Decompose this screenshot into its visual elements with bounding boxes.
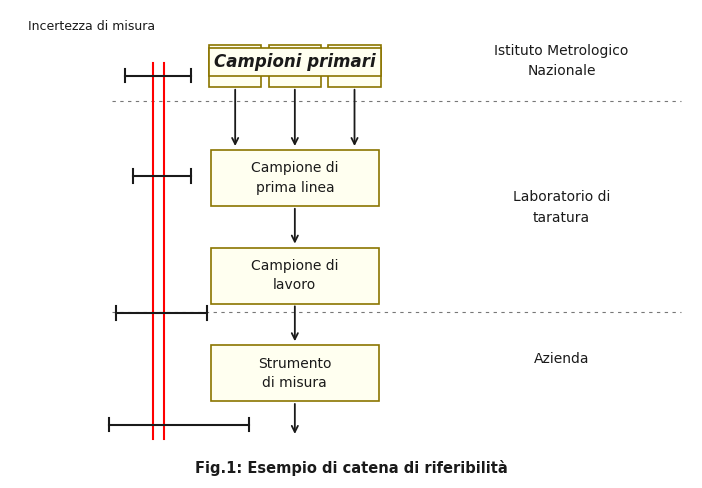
Text: Fig.1: Esempio di catena di riferibilità: Fig.1: Esempio di catena di riferibilità <box>194 461 508 476</box>
Text: Campione di
lavoro: Campione di lavoro <box>251 259 338 292</box>
Text: Strumento
di misura: Strumento di misura <box>258 357 331 390</box>
Text: Laboratorio di
taratura: Laboratorio di taratura <box>513 190 610 224</box>
FancyBboxPatch shape <box>209 45 262 87</box>
FancyBboxPatch shape <box>211 150 379 206</box>
Text: Azienda: Azienda <box>534 352 590 366</box>
FancyBboxPatch shape <box>329 45 380 87</box>
Text: Incertezza di misura: Incertezza di misura <box>28 20 155 33</box>
FancyBboxPatch shape <box>211 346 379 401</box>
Text: Istituto Metrologico
Nazionale: Istituto Metrologico Nazionale <box>494 44 629 78</box>
FancyBboxPatch shape <box>268 45 322 87</box>
FancyBboxPatch shape <box>211 247 379 304</box>
Text: Campioni primari: Campioni primari <box>214 53 376 71</box>
Text: Campione di
prima linea: Campione di prima linea <box>251 162 338 195</box>
